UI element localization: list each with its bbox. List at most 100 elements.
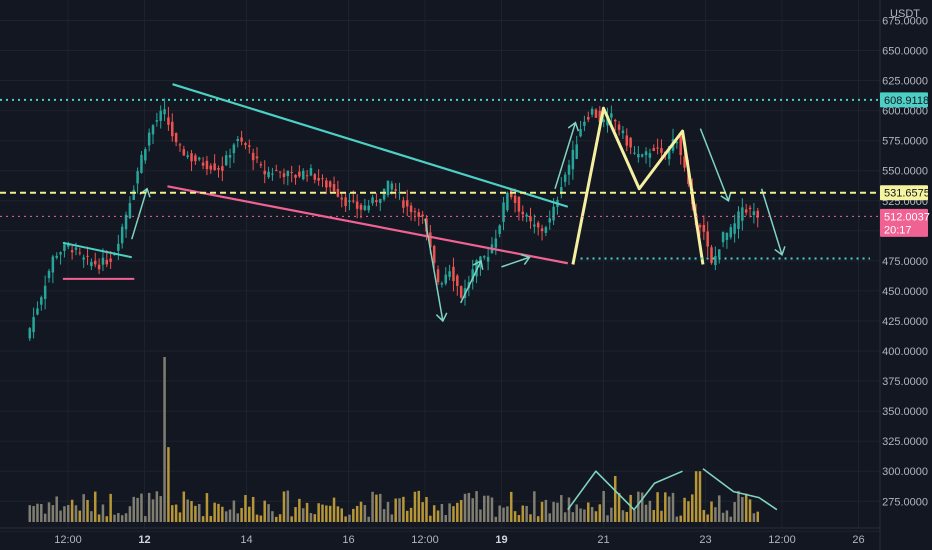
candle-body (536, 222, 540, 228)
volume-bar (710, 501, 713, 522)
candle-body (109, 258, 112, 262)
candle-body (248, 145, 251, 147)
candle-body (517, 196, 521, 212)
volume-bar (583, 509, 586, 522)
candle-body (748, 207, 752, 210)
candle-body (217, 167, 220, 170)
candle-body (251, 152, 255, 161)
candle-body (74, 247, 78, 250)
volume-bar (737, 490, 740, 522)
volume-bar (644, 504, 648, 522)
volume-bar (124, 513, 128, 522)
candle-body (305, 175, 309, 177)
volume-bar (652, 510, 656, 522)
price-badge-resistance (880, 92, 928, 108)
volume-bars (28, 357, 760, 522)
x-tick-label: 26 (852, 534, 864, 546)
candle-body (97, 264, 101, 270)
x-tick-label: 16 (342, 534, 354, 546)
volume-bar (321, 504, 324, 522)
volume-bar (671, 492, 675, 522)
volume-bar (171, 505, 174, 522)
candles (28, 98, 760, 342)
candle-body (560, 187, 563, 194)
candle-body (398, 192, 401, 194)
candle-body (729, 227, 733, 238)
volume-bar (398, 498, 401, 522)
volume-bar (352, 508, 355, 522)
volume-bar (756, 511, 760, 522)
candle-body (328, 181, 332, 188)
candle-body (82, 257, 85, 260)
volume-bar (517, 515, 521, 522)
y-tick-label: 600.0000 (882, 106, 928, 118)
candle-body (552, 206, 555, 221)
arrow-drawing (699, 128, 732, 202)
candle-body (151, 125, 155, 135)
candle-body (336, 188, 340, 197)
x-tick-label: 12:00 (411, 534, 439, 546)
candle-body (529, 216, 532, 222)
volume-bar (332, 497, 336, 522)
volume-bar (340, 508, 344, 522)
price-badge-label: 608.9118 (884, 95, 929, 107)
candle-body (43, 285, 47, 299)
candle-body (371, 197, 374, 204)
volume-bar (298, 498, 301, 522)
volume-bar (244, 495, 247, 522)
volume-bar (375, 494, 378, 522)
volume-bar (159, 496, 162, 522)
arrow-drawing (460, 259, 484, 304)
candle-body (47, 270, 51, 279)
volume-bar (278, 514, 282, 522)
volume-bar (606, 515, 609, 522)
candle-body (390, 183, 394, 190)
candle-body (375, 200, 378, 202)
volume-bar (637, 491, 640, 522)
volume-bar (640, 492, 644, 522)
volume-bar (448, 503, 451, 522)
volume-bar (587, 502, 590, 522)
volume-bar (217, 503, 220, 522)
flag-top-trendline (62, 241, 132, 259)
volume-bar (714, 507, 717, 522)
volume-bar (267, 504, 270, 522)
volume-bar (78, 510, 82, 522)
candle-body (386, 180, 390, 195)
volume-bar (224, 511, 228, 522)
candle-body (159, 110, 162, 121)
volume-bar (717, 495, 721, 522)
y-tick-label: 475.0000 (882, 256, 928, 268)
candle-body (644, 151, 648, 156)
candle-body (355, 201, 359, 209)
volume-bar (228, 509, 232, 522)
candle-body (271, 173, 274, 175)
candle-body (325, 180, 328, 188)
volume-bar (248, 506, 251, 522)
volume-bar (629, 494, 632, 522)
candle-body (698, 225, 702, 228)
candle-body (213, 163, 216, 171)
candle-body (59, 252, 62, 255)
volume-bar (28, 505, 32, 522)
candle-body (741, 207, 744, 221)
candle-body (209, 165, 213, 170)
volume-bar (417, 490, 421, 522)
y-tick-label: 425.0000 (882, 316, 928, 328)
volume-bar (560, 495, 563, 522)
volume-bar (483, 495, 486, 522)
candle-body (452, 266, 455, 282)
volume-bar (667, 496, 671, 522)
volume-bar (355, 505, 359, 522)
volume-bar (594, 511, 598, 522)
volume-bar (602, 490, 605, 522)
candle-body (290, 172, 293, 174)
x-tick-label: 21 (597, 534, 609, 546)
volume-bar (648, 500, 652, 522)
currency-label: USDT (890, 8, 920, 20)
volume-bar (490, 497, 494, 522)
volume-bar (182, 491, 186, 522)
candle-body (721, 232, 725, 243)
y-tick-label: 400.0000 (882, 346, 928, 358)
